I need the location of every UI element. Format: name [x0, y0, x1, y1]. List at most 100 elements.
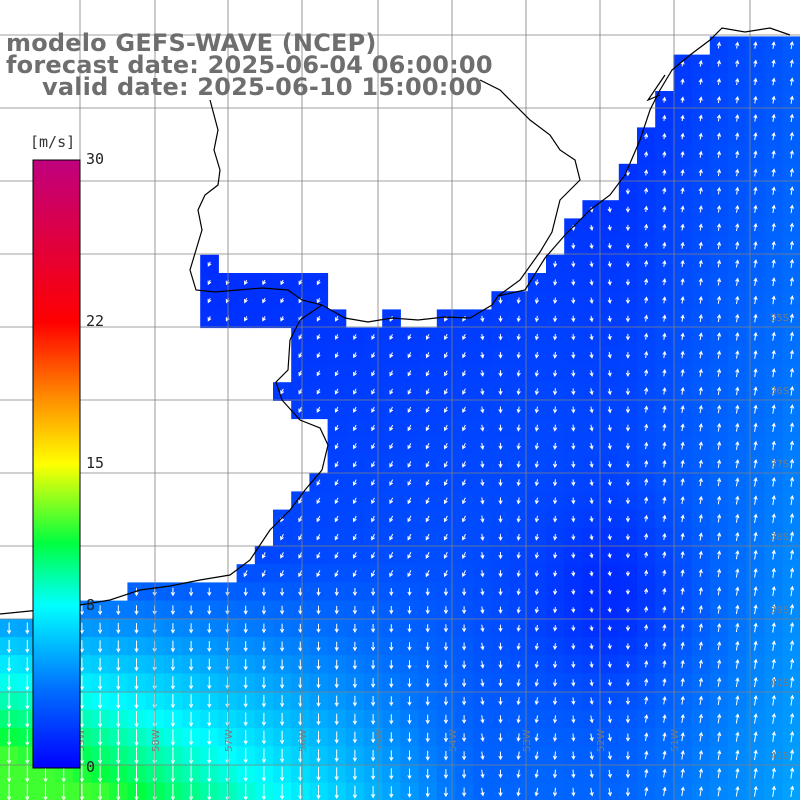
wind-arrow: [316, 297, 321, 304]
wind-arrow: [261, 570, 266, 578]
wind-arrow: [589, 643, 594, 650]
longitude-label: 59W: [76, 729, 87, 752]
wind-arrow: [789, 458, 795, 469]
wind-arrow: [735, 640, 740, 651]
wind-arrow: [443, 497, 448, 505]
wind-arrow: [462, 533, 466, 541]
wind-arrow: [662, 169, 667, 176]
wind-arrow: [571, 388, 576, 396]
wind-arrow: [662, 205, 667, 213]
wind-arrow: [371, 552, 375, 559]
wind-arrow: [625, 625, 631, 632]
wind-arrow: [498, 406, 503, 414]
wind-arrow: [407, 479, 412, 486]
wind-arrow: [644, 696, 649, 705]
wind-arrow: [134, 765, 139, 783]
wind-arrow: [462, 442, 466, 450]
wind-arrow: [461, 696, 467, 706]
wind-arrow: [261, 552, 266, 559]
colorbar-tick-label: 22: [86, 312, 105, 331]
wind-arrow: [698, 277, 703, 286]
wind-arrow: [680, 386, 685, 395]
wind-arrow: [698, 586, 703, 596]
wind-arrow: [243, 676, 248, 690]
wind-arrow: [735, 622, 740, 633]
wind-arrow: [298, 748, 303, 763]
wind-arrow: [316, 388, 321, 395]
wind-arrow: [662, 368, 667, 377]
wind-arrow: [735, 313, 740, 323]
wind-arrow: [170, 658, 176, 672]
wind-arrow: [134, 747, 139, 765]
wind-arrow: [753, 785, 758, 797]
wind-arrow: [662, 786, 667, 796]
wind-arrow: [716, 77, 721, 85]
wind-arrow: [207, 623, 212, 634]
wind-arrow: [443, 551, 448, 559]
colorbar-tick-label: 8: [86, 595, 96, 614]
wind-arrow: [25, 765, 30, 783]
wind-arrow: [625, 333, 631, 341]
wind-arrow: [753, 386, 758, 396]
wind-arrow: [716, 114, 722, 122]
wind-arrow: [352, 767, 358, 781]
wind-arrow: [698, 314, 703, 322]
wind-arrow: [370, 786, 376, 799]
wind-arrow: [188, 587, 194, 597]
wind-arrow: [625, 406, 631, 414]
wind-arrow: [6, 622, 12, 635]
wind-arrow: [462, 352, 466, 359]
wind-arrow: [316, 533, 321, 541]
wind-arrow: [334, 695, 339, 707]
wind-arrow: [534, 479, 539, 487]
wind-arrow: [753, 477, 758, 487]
wind-arrow: [225, 641, 230, 653]
wind-arrow: [370, 714, 376, 725]
wind-arrow: [498, 460, 503, 469]
title-forecast-date: forecast date: 2025-06-04 06:00:00: [6, 51, 493, 79]
wind-arrow: [735, 150, 740, 159]
wind-arrow: [480, 660, 485, 669]
wind-arrow: [97, 729, 103, 747]
wind-arrow: [589, 552, 594, 559]
wind-arrow: [407, 334, 412, 341]
wind-arrow: [662, 132, 667, 140]
wind-arrow: [717, 477, 722, 487]
wind-arrow: [789, 186, 794, 195]
wind-arrow: [188, 694, 194, 709]
wind-arrow: [462, 370, 466, 377]
wind-arrow: [170, 623, 176, 634]
wind-arrow: [680, 405, 685, 413]
wind-arrow: [771, 240, 776, 250]
wind-arrow: [571, 534, 576, 541]
wind-arrow: [735, 186, 740, 195]
wind-arrow: [298, 695, 303, 708]
wind-arrow: [443, 424, 448, 432]
wind-arrow: [680, 96, 685, 103]
wind-arrow: [370, 678, 376, 689]
wind-arrow: [735, 259, 740, 268]
wind-arrow: [534, 606, 539, 614]
wind-arrow: [753, 95, 758, 104]
wind-arrow: [771, 622, 776, 633]
wind-arrow: [389, 443, 394, 450]
wind-arrow: [716, 205, 722, 213]
wind-arrow: [170, 694, 176, 709]
wind-arrow: [698, 514, 703, 523]
wind-arrow: [352, 605, 358, 615]
wind-arrow: [625, 733, 631, 742]
wind-arrow: [790, 676, 795, 688]
wind-arrow: [680, 659, 685, 668]
wind-arrow: [698, 295, 703, 304]
wind-arrow: [134, 693, 139, 709]
wind-arrow: [6, 765, 12, 783]
wind-arrow: [170, 765, 176, 783]
wind-arrow: [79, 640, 85, 653]
wind-arrow: [552, 661, 558, 669]
wind-arrow: [644, 423, 649, 431]
wind-arrow: [589, 352, 594, 359]
wind-arrow: [625, 388, 631, 396]
wind-arrow: [298, 677, 303, 689]
wind-arrow: [771, 567, 776, 578]
